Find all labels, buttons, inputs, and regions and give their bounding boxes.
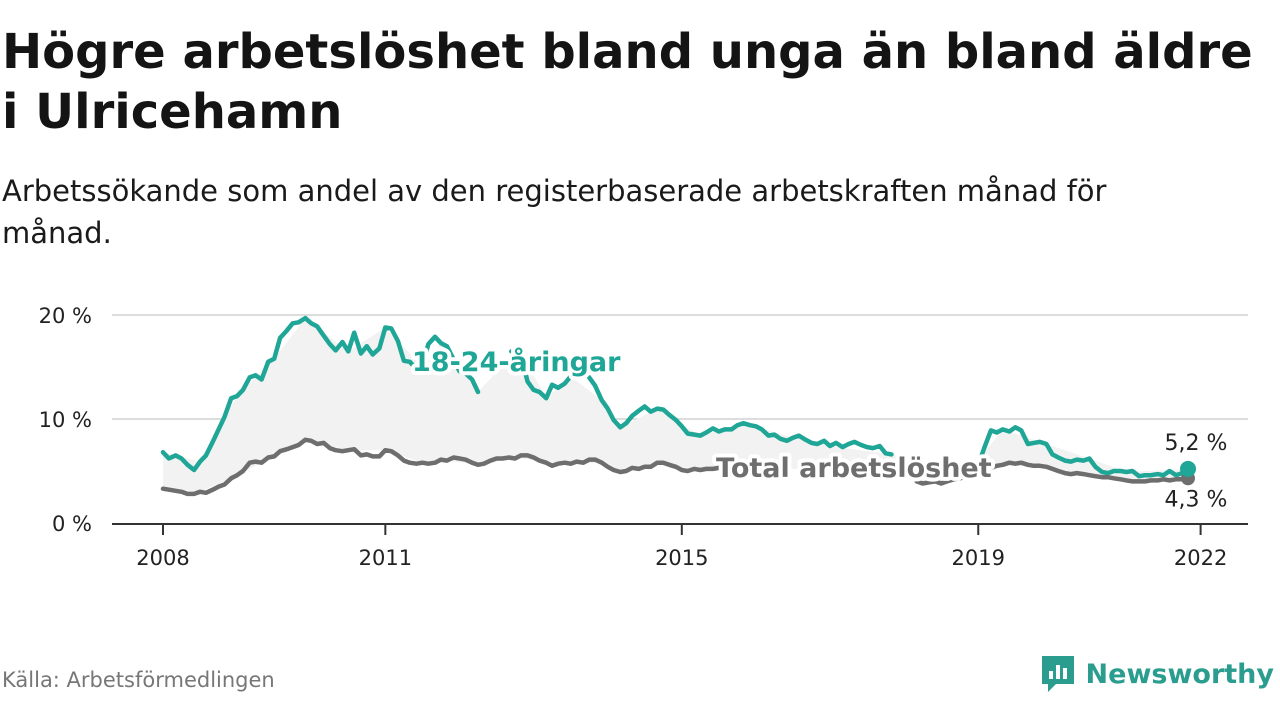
difference-band [163,318,1188,492]
line-chart: 2008 2011 2015 2019 2022 0 % 10 % 20 % 18-24-å… [39,304,1248,570]
page-title: Högre arbetslöshet bland unga än bland ä… [2,24,1253,140]
range-band [163,318,1188,492]
series-line-youth [160,315,1191,479]
brand-name: Newsworthy [1085,658,1274,690]
series-label-total: Total arbetslöshet [716,453,992,484]
brand-logo[interactable]: Newsworthy [1040,652,1274,696]
newsworthy-logo-icon [1041,656,1074,692]
series-lines [160,315,1196,497]
chart-subtitle: Arbetssökande som andel av den registerb… [2,174,1107,250]
x-tick-label: 2022 [1174,546,1227,570]
x-axis: 2008 2011 2015 2019 2022 [112,523,1248,570]
y-tick-label: 10 % [39,408,92,432]
y-tick-label: 0 % [52,512,92,536]
x-tick-label: 2015 [655,546,708,570]
series-line-total [160,437,1191,497]
series-label-youth-halo: 18-24-åringar [412,346,621,378]
end-value-youth: 5,2 % [1165,431,1228,456]
y-tick-label: 20 % [39,304,92,328]
series-label-youth: 18-24-åringar [412,346,621,378]
source-note: Källa: Arbetsförmedlingen [2,668,275,692]
end-value-total: 4,3 % [1165,487,1228,512]
x-tick-label: 2019 [952,546,1005,570]
series-label-total-halo: Total arbetslöshet [716,453,992,484]
endpoint-youth [1180,460,1196,477]
x-tick-label: 2011 [359,546,412,570]
y-axis: 0 % 10 % 20 % [39,304,92,536]
x-tick-label: 2008 [136,546,189,570]
